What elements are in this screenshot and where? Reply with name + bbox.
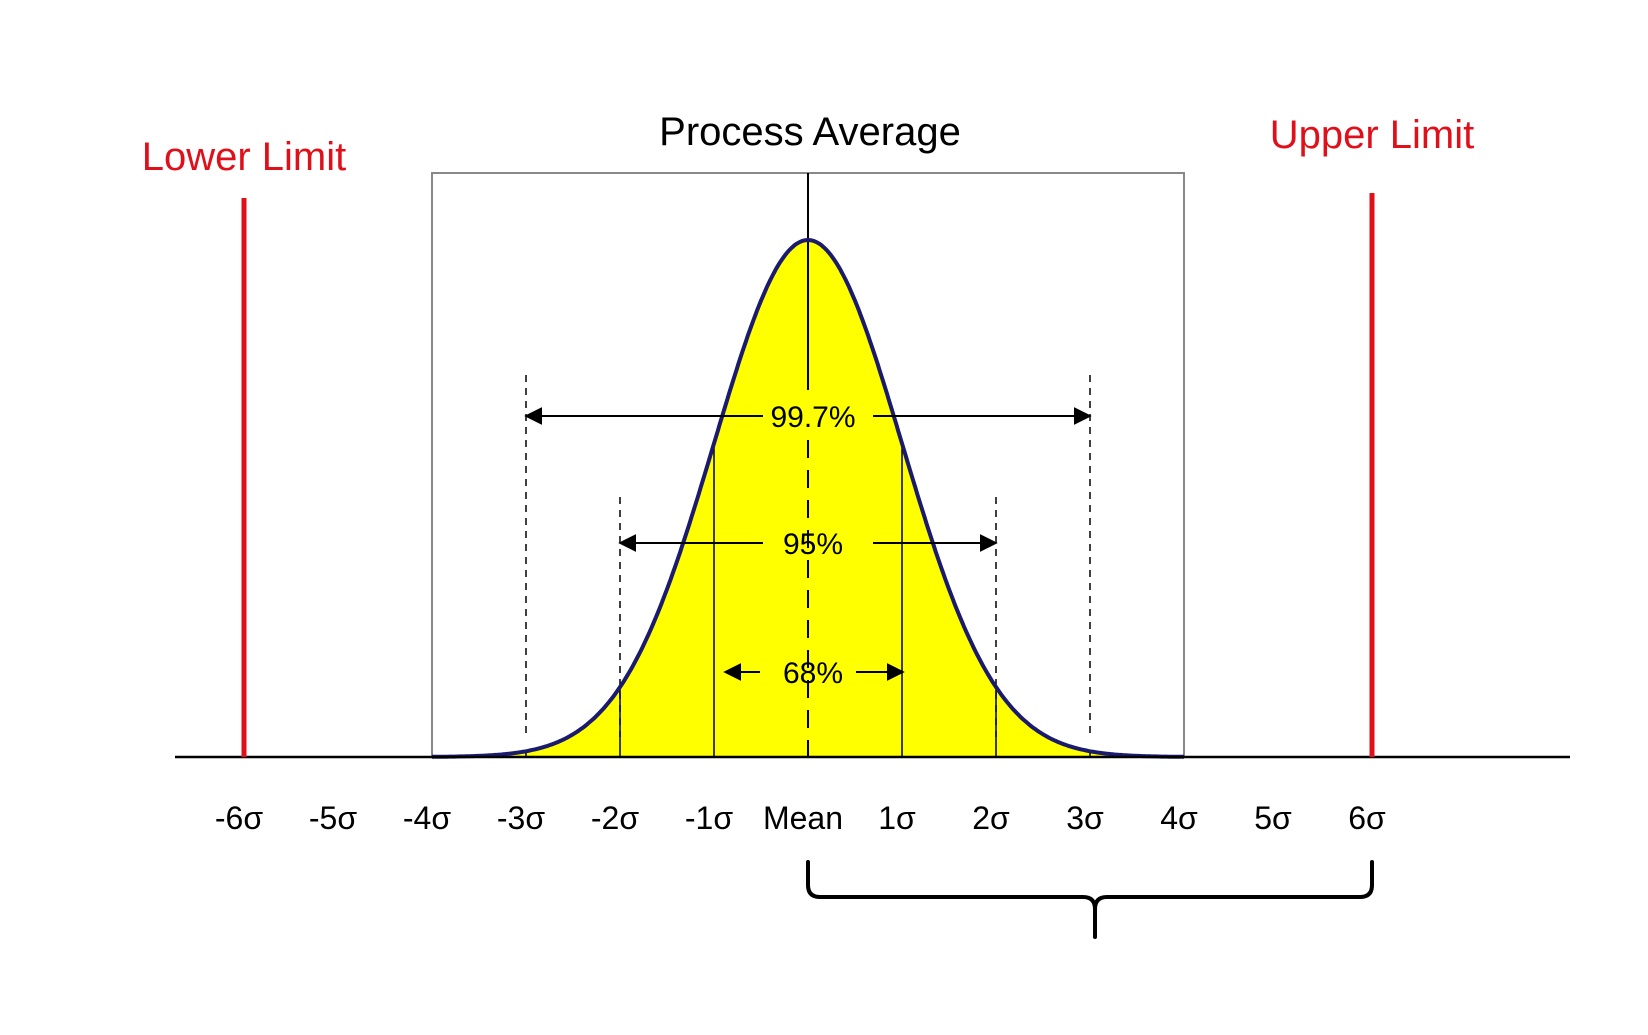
chart-title: Process Average — [659, 110, 961, 154]
x-tick-label: -2σ — [591, 800, 639, 836]
spec-limits: Lower Limit Upper Limit — [142, 113, 1475, 757]
x-tick-label: Mean — [763, 800, 843, 836]
x-tick-label: -6σ — [215, 800, 263, 836]
x-tick-label: 2σ — [972, 800, 1010, 836]
x-tick-label: 4σ — [1160, 800, 1198, 836]
limit-label: Upper Limit — [1270, 113, 1475, 157]
band-label: 68% — [783, 657, 843, 690]
limit-label: Lower Limit — [142, 135, 347, 179]
x-tick-label: -1σ — [685, 800, 733, 836]
x-tick-label: 3σ — [1066, 800, 1104, 836]
six-sigma-brace — [806, 860, 1374, 939]
band-label: 99.7% — [770, 401, 855, 434]
x-tick-labels: -6σ -5σ -4σ -3σ -2σ -1σ Mean 1σ 2σ 3σ 4σ 5σ 6σ — [215, 800, 1386, 836]
curve-fill-area — [432, 240, 1184, 757]
band-label: 95% — [783, 528, 843, 561]
x-tick-label: -5σ — [309, 800, 357, 836]
x-tick-label: 1σ — [878, 800, 916, 836]
x-tick-label: -3σ — [497, 800, 545, 836]
normal-curve-line — [432, 237, 1184, 759]
x-tick-label: 5σ — [1254, 800, 1292, 836]
x-tick-label: 6σ — [1348, 800, 1386, 836]
coverage-bands: 99.7% 95% 68% — [524, 401, 1092, 690]
x-tick-label: -4σ — [403, 800, 451, 836]
